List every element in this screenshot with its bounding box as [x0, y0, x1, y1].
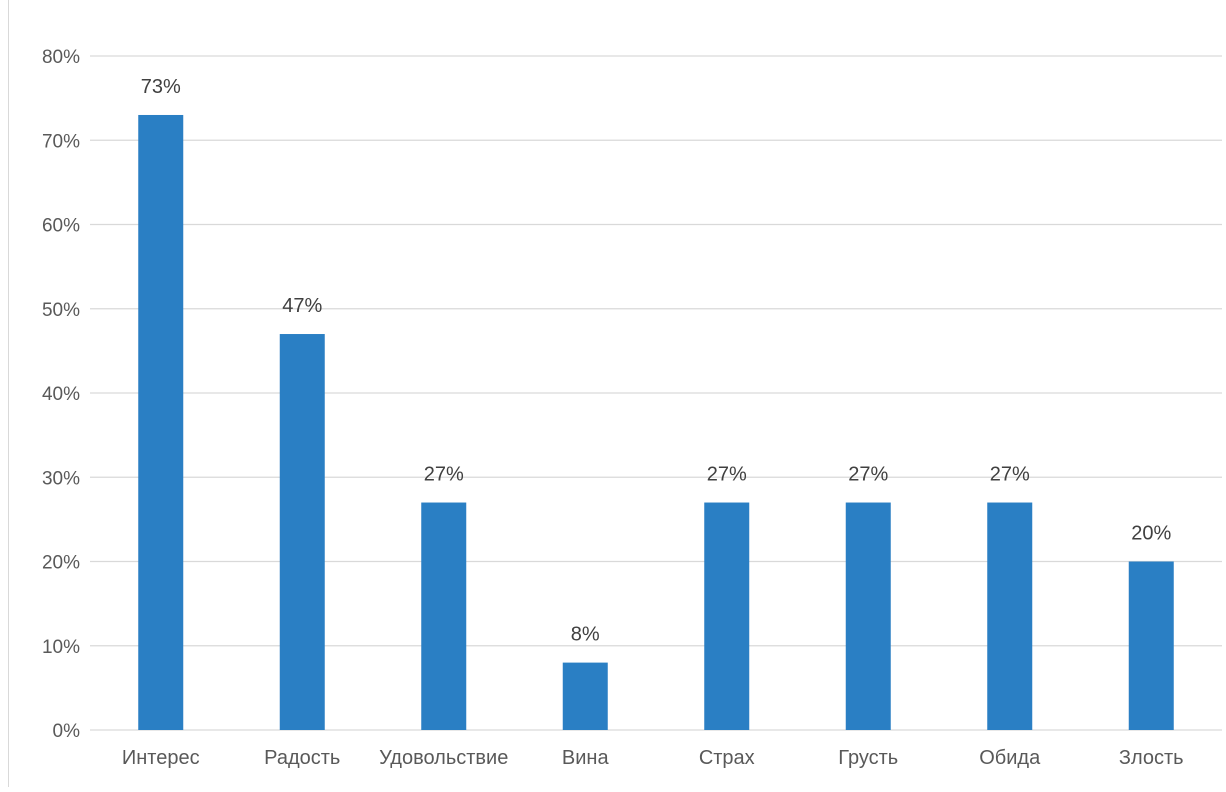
data-label-1: 47% [282, 295, 322, 317]
data-label-3: 8% [571, 624, 600, 646]
bars [138, 114, 1174, 731]
y-axis-ticks: 0% 10% 20% 30% 40% 50% 60% 70% 80% [42, 47, 80, 742]
category-label-7: Злость [1119, 747, 1184, 769]
y-tick-label-3: 30% [42, 468, 80, 489]
category-label-0: Интерес [122, 747, 200, 769]
bar-2 [421, 502, 467, 730]
bar-5 [845, 502, 891, 730]
gridlines [90, 55, 1222, 731]
y-tick-label-4: 40% [42, 384, 80, 405]
y-tick-label-8: 80% [42, 47, 80, 68]
category-label-2: Удовольствие [379, 747, 508, 769]
y-tick-label-1: 10% [42, 637, 80, 658]
y-tick-label-0: 0% [53, 721, 81, 742]
bar-6 [987, 502, 1033, 730]
category-label-3: Вина [562, 747, 610, 769]
y-tick-label-6: 60% [42, 216, 80, 237]
data-label-6: 27% [990, 464, 1030, 486]
bar-7 [1128, 561, 1174, 730]
bar-4 [704, 502, 750, 730]
data-label-2: 27% [424, 464, 464, 486]
category-label-6: Обида [979, 747, 1041, 769]
bar-3 [562, 662, 608, 730]
data-labels: 73% 47% 27% 8% 27% 27% 27% 20% [141, 76, 1172, 646]
bar-1 [279, 334, 325, 730]
category-label-4: Страх [699, 747, 755, 769]
category-label-1: Радость [264, 747, 340, 769]
y-tick-label-2: 20% [42, 553, 80, 574]
category-label-5: Грусть [838, 747, 898, 769]
y-tick-label-7: 70% [42, 131, 80, 152]
chart-frame-edge [8, 0, 9, 787]
x-axis-categories: Интерес Радость Удовольствие Вина Страх Груст… [122, 747, 1184, 769]
data-label-0: 73% [141, 76, 181, 98]
bar-0 [138, 114, 184, 731]
data-label-4: 27% [707, 464, 747, 486]
data-label-5: 27% [848, 464, 888, 486]
y-tick-label-5: 50% [42, 300, 80, 321]
data-label-7: 20% [1131, 523, 1171, 545]
